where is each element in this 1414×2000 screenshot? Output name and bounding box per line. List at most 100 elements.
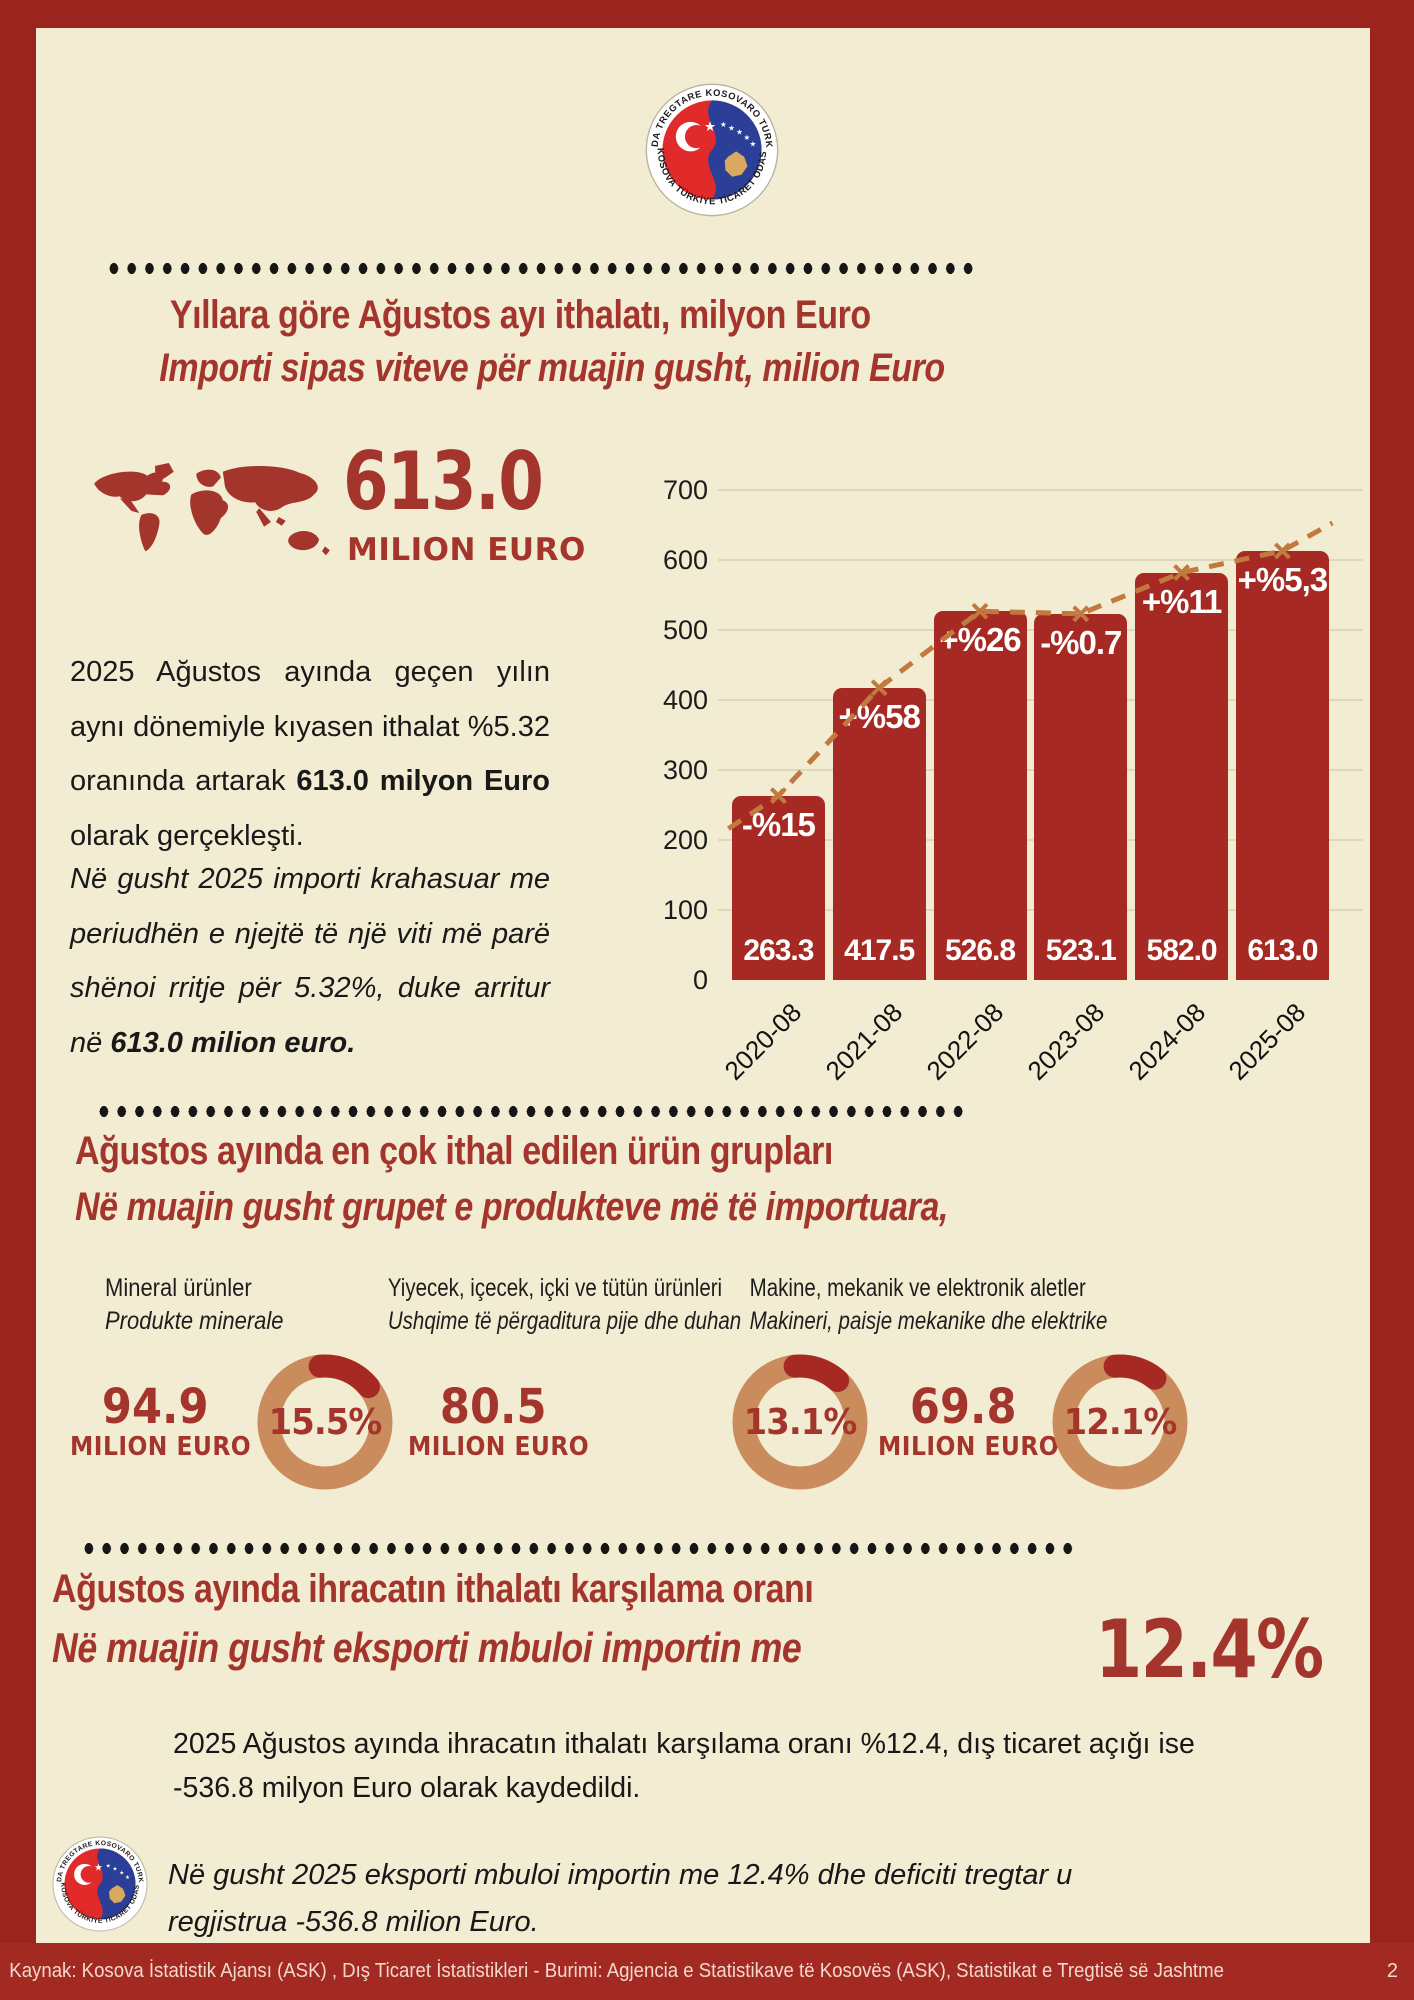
x-tick-2024-08: 2024-08 [1122,997,1211,1086]
group1-value-block: 94.9 MILION EURO [60,1379,252,1463]
y-tick-400: 400 [662,685,708,715]
paragraph-turkish-text: 2025 Ağustos ayında geçen yılın aynı dön… [70,656,550,798]
y-tick-300: 300 [662,755,708,785]
coverage-ratio-value: 12.4% [1095,1603,1324,1696]
x-tick-2023-08: 2023-08 [1021,997,1111,1086]
paragraph-turkish-end: olarak gerçekleşti. [70,819,304,852]
footer-logo: ★ ★ ★ ★ ★ ODA TREGTARE KOSOVARO TURKE KO… [49,1831,148,1932]
group2-labels: Yiyecek, içecek, içki ve tütün ürünleri … [358,1272,742,1338]
svg-text:★: ★ [728,124,735,133]
bar-value-label: 613.0 [1247,933,1318,967]
group3-labels: Makine, mekanik ve elektronik aletler Ma… [718,1272,1108,1338]
group2-name-sq: Ushqime të përgaditura pije dhe duhan [387,1307,742,1335]
group2-donut: 13.1% [730,1352,870,1492]
group3-unit: MILION EURO [878,1432,1060,1463]
bar-change-label: +%58 [838,697,921,735]
bar-2025-08: +%5,3 613.0 [1235,550,1329,980]
source-text: Kaynak: Kosova İstatistik Ajansı (ASK) ,… [9,1960,1224,1982]
svg-text:★: ★ [94,1863,103,1874]
paragraph-turkish-bold: 613.0 milyon Euro [296,765,550,798]
section3-title-sq: Në muajin gusht eksporti mbuloi importin… [52,1624,802,1671]
source-bar: Kaynak: Kosova İstatistik Ajansı (ASK) ,… [0,1943,1414,2000]
group1-unit: MILION EURO [70,1432,252,1463]
page-number: 2 [1386,1960,1398,1982]
bar-2020-08: -%15 263.3 [731,795,825,980]
paragraph-albanian-text: Në gusht 2025 importi krahasuar me periu… [70,863,550,1059]
y-tick-200: 200 [662,825,708,855]
bar-change-label: +%5,3 [1237,560,1329,598]
section1-title-sq-container: Importi sipas viteve për muajin gusht, m… [90,345,950,391]
section2-title-sq-container: Në muajin gusht grupet e produkteve më t… [75,1184,1102,1230]
crescent-star-icon: ★ [704,119,716,134]
section3-title-container: Ağustos ayında ihracatın ithalatı karşıl… [52,1566,948,1612]
dotted-separator-3 [80,1542,1080,1555]
y-tick-500: 500 [662,615,708,645]
bar-value-label: 523.1 [1045,933,1117,967]
bar-change-label: +%11 [1141,582,1223,620]
group2-unit: MILION EURO [408,1432,590,1463]
group1-value: 94.9 [101,1379,209,1435]
chamber-logo: ★ ★ ★ ★ ★ ★ ODA TREGTARE KOSOVARO TURKE … [641,75,779,217]
section1-title-container: Yıllara göre Ağustos ayı ithalatı, milyo… [90,292,950,338]
bar-value-label: 263.3 [743,933,814,967]
bar-value-label: 417.5 [844,934,915,967]
section3-paragraph-tr: 2025 Ağustos ayında ihracatın ithalatı k… [173,1728,1195,1805]
x-tick-2020-08: 2020-08 [718,997,808,1086]
group3-donut: 12.1% [1050,1352,1190,1492]
x-tick-2021-08: 2021-08 [819,997,909,1086]
border-left [0,0,36,1946]
headline-unit: MILION EURO [347,532,586,568]
bar-chart: 0 100 200 300 400 500 600 700 -%15 263.3 2020-08 +%… [600,470,1390,1130]
border-right [1370,0,1414,1946]
x-tick-2025-08: 2025-08 [1222,997,1312,1086]
paragraph-albanian-bold: 613.0 milion euro. [110,1026,356,1059]
section3-title-sq-container: Në muajin gusht eksporti mbuloi importin… [52,1624,934,1672]
bar-change-label: -%15 [741,805,816,843]
headline-value: 613.0 [343,435,544,528]
section1-title-tr: Yıllara göre Ağustos ayı ithalatı, milyo… [169,293,871,337]
group2-value: 80.5 [439,1379,547,1435]
chamber-logo-icon: ★ ★ ★ ★ ★ ★ ODA TREGTARE KOSOVARO TURKE … [641,75,779,217]
bar-2021-08: +%58 417.5 [832,687,926,980]
kosovo-map-icon [724,151,748,177]
bar-change-label: +%26 [939,621,1021,659]
dotted-separator-1 [105,262,973,275]
group3-percent: 12.1% [1063,1401,1178,1443]
footer-logo-icon: ★ ★ ★ ★ ★ ODA TREGTARE KOSOVARO TURKE KO… [49,1831,148,1932]
svg-text:★: ★ [119,1870,124,1876]
group3-name-tr: Makine, mekanik ve elektronik aletler [749,1274,1086,1302]
bar-2024-08: +%11 582.0 [1135,572,1229,980]
svg-text:★: ★ [125,1875,130,1881]
bar-value-label: 582.0 [1146,933,1218,967]
group2-percent: 13.1% [743,1401,858,1443]
svg-text:★: ★ [743,133,750,142]
section3-title-tr: Ağustos ayında ihracatın ithalatı karşıl… [52,1567,814,1611]
svg-text:★: ★ [112,1867,117,1873]
group1-percent: 15.5% [268,1401,383,1443]
paragraph-turkish: 2025 Ağustos ayında geçen yılın aynı dön… [70,645,550,863]
y-tick-600: 600 [662,545,708,575]
bar-2022-08: +%26 526.8 [933,611,1027,980]
y-tick-100: 100 [662,895,708,925]
svg-text:★: ★ [736,128,743,137]
dotted-separator-2 [95,1105,967,1118]
group1-labels: Mineral ürünler Produkte minerale [105,1272,308,1338]
section1-title-sq: Importi sipas viteve për muajin gusht, m… [159,346,945,390]
bar-2023-08: -%0.7 523.1 [1034,613,1128,980]
svg-text:★: ★ [750,140,757,149]
group1-name-sq: Produkte minerale [105,1307,284,1335]
group3-value: 69.8 [909,1379,1017,1435]
bar-change-label: -%0.7 [1040,623,1122,661]
y-tick-0: 0 [692,965,708,995]
bar-value-label: 526.8 [944,933,1016,967]
group3-value-block: 69.8 MILION EURO [868,1379,1060,1463]
section2-title-container: Ağustos ayında en çok ithal edilen ürün … [75,1128,967,1174]
world-map-icon [85,460,343,568]
x-tick-2022-08: 2022-08 [920,997,1010,1086]
paragraph-albanian: Në gusht 2025 importi krahasuar me periu… [70,852,550,1070]
svg-text:★: ★ [106,1864,111,1870]
section2-title-tr: Ağustos ayında en çok ithal edilen ürün … [75,1129,833,1173]
border-top [0,0,1414,28]
group2-name-tr: Yiyecek, içecek, içki ve tütün ürünleri [387,1274,723,1302]
